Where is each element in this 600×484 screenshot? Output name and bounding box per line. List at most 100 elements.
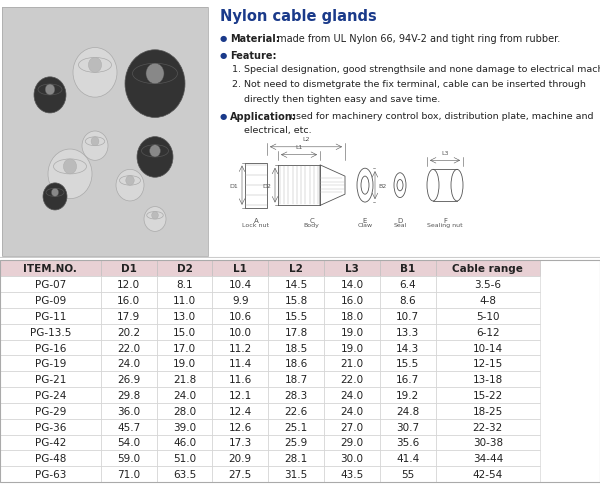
- Bar: [380, 324, 436, 340]
- Bar: [157, 324, 212, 340]
- Circle shape: [52, 189, 59, 197]
- Bar: [436, 403, 540, 419]
- Text: 54.0: 54.0: [117, 438, 140, 448]
- Text: PG-63: PG-63: [35, 469, 66, 479]
- Text: D2: D2: [176, 264, 193, 274]
- Text: directly then tighten easy and save time.: directly then tighten easy and save time…: [232, 94, 440, 104]
- Text: 5-10: 5-10: [476, 311, 500, 321]
- Text: 14.0: 14.0: [340, 280, 364, 289]
- Bar: [380, 451, 436, 466]
- Text: 15-22: 15-22: [473, 390, 503, 400]
- Text: L1: L1: [295, 145, 302, 150]
- Text: 18-25: 18-25: [473, 406, 503, 416]
- Bar: [0, 356, 101, 372]
- Bar: [101, 435, 157, 451]
- Bar: [380, 340, 436, 356]
- Bar: [2, 8, 208, 257]
- Text: 29.0: 29.0: [340, 438, 364, 448]
- Text: L2: L2: [302, 137, 310, 142]
- Bar: [212, 277, 268, 292]
- Bar: [436, 387, 540, 403]
- Circle shape: [43, 183, 67, 211]
- Bar: [0, 340, 101, 356]
- Bar: [436, 324, 540, 340]
- Bar: [380, 387, 436, 403]
- Text: 12.1: 12.1: [229, 390, 252, 400]
- Text: 30.0: 30.0: [340, 454, 364, 463]
- Text: 15.5: 15.5: [284, 311, 308, 321]
- Text: 30-38: 30-38: [473, 438, 503, 448]
- Ellipse shape: [38, 85, 62, 96]
- Bar: [380, 403, 436, 419]
- Bar: [157, 277, 212, 292]
- Bar: [268, 277, 324, 292]
- Text: 14.3: 14.3: [396, 343, 419, 353]
- Text: 63.5: 63.5: [173, 469, 196, 479]
- Circle shape: [126, 176, 134, 186]
- Text: 18.7: 18.7: [284, 375, 308, 384]
- Bar: [0, 451, 101, 466]
- Bar: [380, 435, 436, 451]
- Bar: [157, 451, 212, 466]
- Polygon shape: [143, 162, 167, 174]
- Circle shape: [73, 48, 117, 98]
- Text: PG-48: PG-48: [35, 454, 66, 463]
- Bar: [101, 324, 157, 340]
- Bar: [0, 466, 101, 482]
- Bar: [436, 308, 540, 324]
- Text: B2: B2: [378, 183, 386, 188]
- Bar: [212, 292, 268, 308]
- Text: 17.9: 17.9: [117, 311, 140, 321]
- Text: C: C: [309, 217, 314, 223]
- Text: used for machinery control box, distribution plate, machine and: used for machinery control box, distribu…: [287, 111, 593, 121]
- Text: A: A: [254, 217, 259, 223]
- Text: 21.0: 21.0: [340, 359, 364, 368]
- Text: B1: B1: [400, 264, 415, 274]
- Text: 28.1: 28.1: [284, 454, 308, 463]
- Bar: [268, 324, 324, 340]
- Bar: [268, 292, 324, 308]
- Text: 8.6: 8.6: [400, 295, 416, 305]
- Ellipse shape: [119, 176, 140, 186]
- Text: Cable range: Cable range: [452, 264, 523, 274]
- Text: 24.0: 24.0: [117, 359, 140, 368]
- Text: 17.8: 17.8: [284, 327, 308, 337]
- Text: 26.9: 26.9: [117, 375, 140, 384]
- Text: 12.0: 12.0: [117, 280, 140, 289]
- Polygon shape: [80, 78, 110, 93]
- Bar: [157, 292, 212, 308]
- Text: 20.9: 20.9: [229, 454, 252, 463]
- Text: Material:: Material:: [230, 34, 280, 44]
- Text: D2: D2: [262, 183, 271, 188]
- Text: Application:: Application:: [230, 111, 297, 121]
- Text: Nylon cable glands: Nylon cable glands: [220, 9, 377, 24]
- Text: 42-54: 42-54: [473, 469, 503, 479]
- Text: 10.4: 10.4: [229, 280, 252, 289]
- Bar: [380, 277, 436, 292]
- Ellipse shape: [85, 137, 105, 146]
- Text: L2: L2: [289, 264, 303, 274]
- Circle shape: [116, 170, 144, 201]
- Ellipse shape: [147, 212, 163, 220]
- Text: made from UL Nylon 66, 94V-2 and tight ring from rubber.: made from UL Nylon 66, 94V-2 and tight r…: [274, 34, 560, 44]
- Text: Seal: Seal: [394, 223, 407, 228]
- Text: 11.0: 11.0: [173, 295, 196, 305]
- Bar: [212, 403, 268, 419]
- Bar: [324, 261, 380, 277]
- Bar: [380, 419, 436, 435]
- Text: 31.5: 31.5: [284, 469, 308, 479]
- Bar: [324, 451, 380, 466]
- Bar: [268, 340, 324, 356]
- Text: Feature:: Feature:: [230, 51, 277, 60]
- Bar: [212, 340, 268, 356]
- Text: 19.0: 19.0: [340, 343, 364, 353]
- Text: D1: D1: [229, 183, 238, 188]
- Text: 18.0: 18.0: [340, 311, 364, 321]
- Text: 24.8: 24.8: [396, 406, 419, 416]
- Text: 6-12: 6-12: [476, 327, 500, 337]
- Bar: [324, 435, 380, 451]
- Bar: [324, 277, 380, 292]
- Bar: [101, 372, 157, 387]
- Text: ITEM.NO.: ITEM.NO.: [23, 264, 77, 274]
- Bar: [0, 261, 101, 277]
